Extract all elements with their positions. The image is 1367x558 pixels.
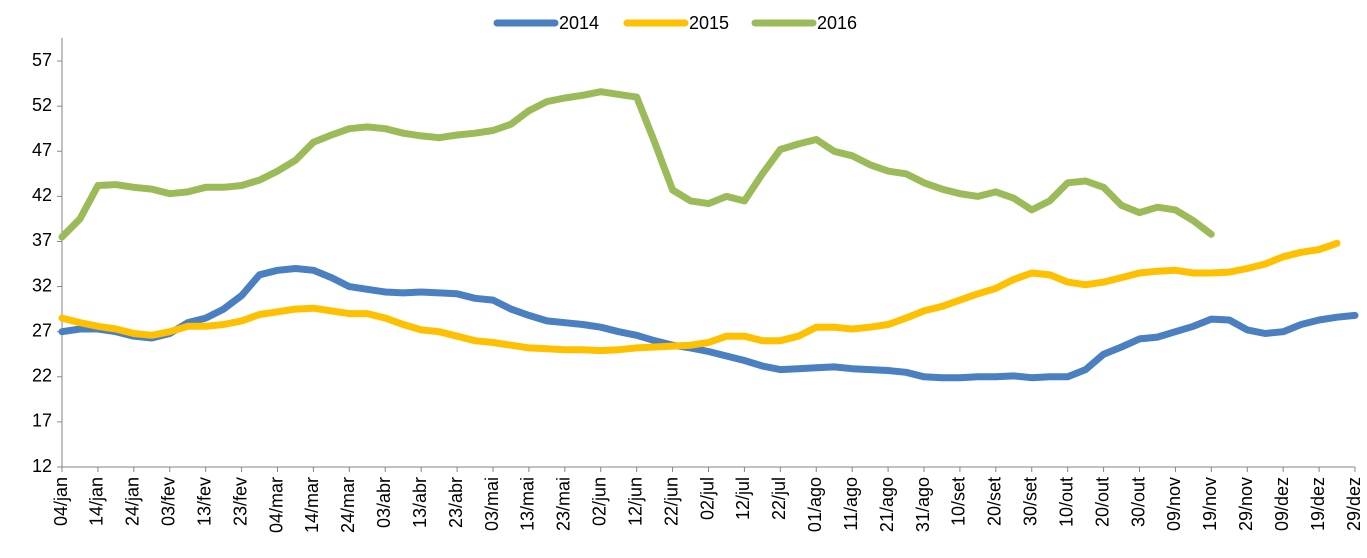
x-tick-label: 13/mai (518, 477, 538, 531)
x-tick-label: 01/ago (805, 477, 825, 532)
y-tick-label: 12 (32, 456, 52, 476)
x-tick-label: 13/fev (194, 477, 214, 526)
x-tick-label: 31/ago (913, 477, 933, 532)
y-tick-label: 57 (32, 50, 52, 70)
x-tick-label: 23/abr (446, 477, 466, 528)
x-tick-label: 04/mar (266, 477, 286, 533)
y-tick-label: 52 (32, 95, 52, 115)
y-tick-label: 17 (32, 411, 52, 431)
x-tick-label: 03/mai (482, 477, 502, 531)
series-line (58, 239, 1341, 355)
x-tick-label: 21/ago (877, 477, 897, 532)
x-tick-label: 24/mar (338, 477, 358, 533)
y-tick-label: 32 (32, 275, 52, 295)
x-tick-label: 24/jan (123, 477, 143, 526)
x-tick-label: 12/jun (625, 477, 645, 526)
x-tick-label: 22/jul (769, 477, 789, 520)
x-tick-label: 13/abr (410, 477, 430, 528)
x-tick-label: 11/ago (841, 477, 861, 531)
x-tick-label: 14/mar (302, 477, 322, 533)
x-tick-label: 23/fev (230, 477, 250, 526)
x-tick-label: 09/nov (1164, 477, 1184, 531)
series-line (58, 265, 1359, 382)
x-tick-label: 29/dez (1344, 477, 1364, 531)
legend-label: 2015 (689, 13, 729, 33)
y-tick-label: 27 (32, 320, 52, 340)
x-tick-label: 14/jan (87, 477, 107, 526)
x-tick-label: 10/set (949, 477, 969, 526)
x-tick-label: 02/jun (590, 477, 610, 526)
series-line (58, 88, 1215, 241)
legend-label: 2016 (817, 13, 857, 33)
x-tick-label: 03/abr (374, 477, 394, 528)
x-tick-label: 10/out (1056, 477, 1076, 527)
x-tick-label: 30/out (1128, 477, 1148, 527)
x-tick-label: 20/out (1092, 477, 1112, 527)
x-tick-label: 19/dez (1308, 477, 1328, 531)
x-tick-label: 19/nov (1200, 477, 1220, 531)
x-tick-label: 09/dez (1272, 477, 1292, 531)
x-tick-label: 22/jun (661, 477, 681, 526)
x-tick-label: 29/nov (1236, 477, 1256, 531)
x-tick-label: 23/mai (554, 477, 574, 531)
x-tick-label: 02/jul (697, 477, 717, 520)
y-tick-label: 37 (32, 230, 52, 250)
legend-label: 2014 (559, 13, 599, 33)
x-tick-label: 03/fev (159, 477, 179, 526)
y-tick-label: 47 (32, 140, 52, 160)
x-tick-label: 04/jan (51, 477, 71, 526)
x-tick-label: 20/set (985, 477, 1005, 526)
y-tick-label: 22 (32, 366, 52, 386)
x-tick-label: 12/jul (733, 477, 753, 520)
y-tick-label: 42 (32, 185, 52, 205)
x-tick-label: 30/set (1021, 477, 1041, 526)
